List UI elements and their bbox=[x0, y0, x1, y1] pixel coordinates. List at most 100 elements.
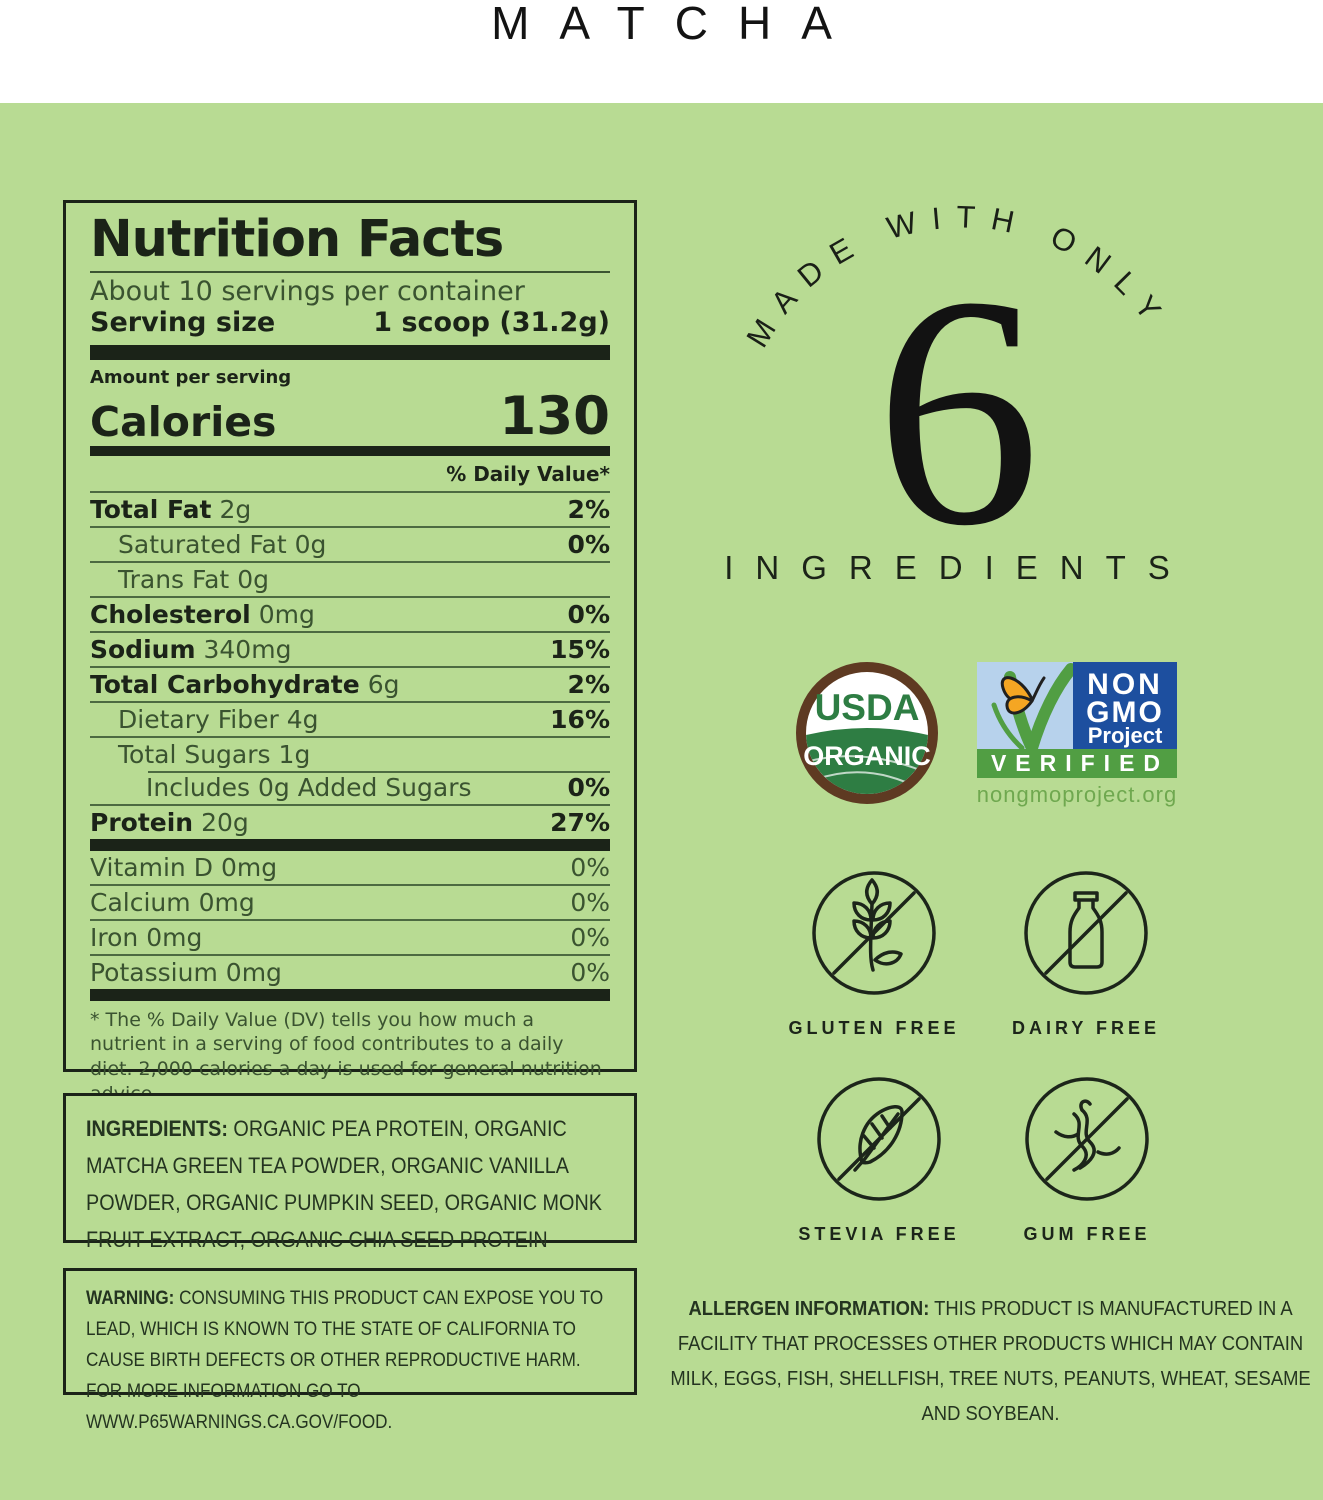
nutrient-amount: 0mg bbox=[198, 887, 255, 917]
nutrient-row: Protein 20g 27% bbox=[90, 803, 610, 839]
milk-bottle-icon bbox=[1024, 871, 1148, 995]
divider-bar bbox=[90, 988, 610, 1001]
nutrient-amount: 0mg bbox=[225, 957, 282, 987]
nutrient-dv: 0% bbox=[567, 529, 610, 559]
nongmo-line1: NON bbox=[1087, 668, 1163, 701]
brand-title: MATCHA bbox=[491, 0, 862, 49]
ingredients-label: INGREDIENTS: bbox=[86, 1116, 228, 1141]
nutrient-dv: 0% bbox=[567, 772, 610, 802]
nutrient-name: Potassium bbox=[90, 957, 218, 987]
nutrient-row: Dietary Fiber 4g 16% bbox=[90, 700, 610, 736]
wheat-icon bbox=[812, 871, 936, 995]
ingredients-box: INGREDIENTS: ORGANIC PEA PROTEIN, ORGANI… bbox=[63, 1093, 637, 1252]
nutrient-name: Saturated Fat bbox=[118, 529, 287, 559]
nutrient-dv: 0% bbox=[567, 599, 610, 629]
nutrient-row: Total Carbohydrate 6g 2% bbox=[90, 665, 610, 701]
nutrient-row: Saturated Fat 0g 0% bbox=[90, 525, 610, 561]
amount-per-serving: Amount per serving bbox=[90, 366, 292, 388]
nongmo-line3: Project bbox=[1088, 723, 1163, 748]
nutrient-dv: 2% bbox=[567, 669, 610, 699]
nongmo-url: nongmoproject.org bbox=[977, 782, 1177, 807]
ingredients-word: INGREDIENTS bbox=[724, 549, 1192, 586]
divider-bar bbox=[90, 344, 610, 360]
dairy-free-label: DAIRY FREE bbox=[1011, 1018, 1161, 1038]
serving-size-label: Serving size bbox=[90, 306, 276, 338]
nutrient-row: Includes 0g Added Sugars 0% bbox=[90, 770, 610, 804]
nutrient-name: Dietary Fiber bbox=[118, 704, 279, 734]
nutrient-name: Sodium bbox=[90, 634, 196, 664]
gluten-free-label: GLUTEN FREE bbox=[788, 1018, 960, 1038]
nutrient-amount: 4g bbox=[286, 704, 319, 734]
nutrient-row: Cholesterol 0mg 0% bbox=[90, 595, 610, 631]
usda-organic-badge: USDA ORGANIC bbox=[796, 662, 938, 804]
stevia-free-label: STEVIA FREE bbox=[798, 1224, 960, 1244]
nutrient-name: Vitamin D bbox=[90, 852, 213, 882]
nutrient-name: Total Sugars bbox=[118, 739, 271, 769]
calories-value: 130 bbox=[499, 385, 610, 447]
nutrient-amount: 0g bbox=[237, 564, 269, 594]
nutrient-row: Sodium 340mg 15% bbox=[90, 630, 610, 666]
nutrition-facts-panel: Nutrition Facts About 10 servings per co… bbox=[63, 200, 637, 1105]
nutrient-name: Calcium bbox=[90, 887, 191, 917]
nutrient-amount: 20g bbox=[201, 807, 249, 837]
nutrient-amount: 0g bbox=[294, 529, 327, 559]
serving-size-row: Serving size 1 scoop (31.2g) bbox=[90, 307, 610, 338]
vitamin-row: Iron 0mg 0% bbox=[90, 918, 610, 954]
nutrient-amount: 340mg bbox=[203, 634, 292, 664]
nutrient-dv: 27% bbox=[550, 807, 610, 837]
butterfly-icon bbox=[1000, 676, 1046, 715]
calories-label: Calories bbox=[90, 397, 277, 446]
nutrient-name: Trans Fat bbox=[118, 564, 230, 594]
warning-label: WARNING: bbox=[86, 1288, 175, 1309]
nutrient-row: Total Sugars 1g bbox=[90, 735, 610, 771]
made-with-arc: MADE WITH ONLY bbox=[739, 199, 1162, 353]
nutrient-amount: 0mg bbox=[146, 922, 203, 952]
nutrient-name: Total Carbohydrate bbox=[90, 669, 360, 699]
nutrient-amount: 1g bbox=[278, 739, 311, 769]
usda-text: USDA bbox=[815, 687, 920, 728]
nutrient-dv: 0% bbox=[570, 852, 610, 882]
nutrient-name: Iron bbox=[90, 922, 139, 952]
nutrient-amount: 0mg bbox=[258, 599, 315, 629]
non-gmo-badge: NON GMO Project VERIFIED nongmoproject.o… bbox=[977, 662, 1177, 807]
vitamin-row: Calcium 0mg 0% bbox=[90, 883, 610, 919]
warning-box: WARNING: CONSUMING THIS PRODUCT CAN EXPO… bbox=[63, 1268, 637, 1433]
nutrient-dv: 0% bbox=[570, 957, 610, 987]
nutrition-title: Nutrition Facts bbox=[90, 213, 610, 273]
ingredient-count: 6 bbox=[875, 229, 1041, 594]
gum-free-label: GUM FREE bbox=[1023, 1224, 1151, 1244]
vitamin-row: Potassium 0mg 0% bbox=[90, 953, 610, 989]
divider-bar bbox=[90, 445, 610, 456]
servings-per-container: About 10 servings per container bbox=[90, 275, 525, 307]
nongmo-verified-bar bbox=[977, 749, 1177, 778]
nutrient-name: Cholesterol bbox=[90, 599, 251, 629]
nutrient-amount: 0mg bbox=[220, 852, 278, 882]
gum-icon bbox=[1025, 1077, 1149, 1201]
nutrient-name: Protein bbox=[90, 807, 194, 837]
calories-row: Calories 130 bbox=[90, 390, 610, 443]
leaf-icon bbox=[817, 1077, 941, 1201]
nutrient-dv: 15% bbox=[550, 634, 610, 664]
nongmo-verified-text: VERIFIED bbox=[991, 750, 1169, 776]
nongmo-blue-box bbox=[1073, 662, 1177, 749]
allergen-label: ALLERGEN INFORMATION: bbox=[688, 1298, 930, 1320]
nutrient-row: Trans Fat 0g bbox=[90, 560, 610, 596]
nutrient-dv: 2% bbox=[567, 494, 610, 524]
divider-bar bbox=[90, 838, 610, 851]
nutrient-amount: 2g bbox=[219, 494, 252, 524]
daily-value-footnote: * The % Daily Value (DV) tells you how m… bbox=[90, 1008, 602, 1105]
nutrient-amount: 6g bbox=[367, 669, 400, 699]
nutrient-name: Total Fat bbox=[90, 494, 212, 524]
ingredients-text: ORGANIC PEA PROTEIN, ORGANIC MATCHA GREE… bbox=[86, 1116, 602, 1252]
nutrient-dv: 16% bbox=[550, 704, 610, 734]
allergen-text: THIS PRODUCT IS MANUFACTURED IN A FACILI… bbox=[670, 1298, 1312, 1425]
vitamin-row: Vitamin D 0mg 0% bbox=[90, 851, 610, 884]
nutrient-dv: 0% bbox=[570, 887, 610, 917]
usda-organic-text: ORGANIC bbox=[803, 741, 931, 771]
daily-value-header: % Daily Value* bbox=[446, 461, 610, 486]
nutrient-name: Includes 0g Added Sugars bbox=[146, 772, 472, 802]
allergen-info: ALLERGEN INFORMATION: THIS PRODUCT IS MA… bbox=[663, 1292, 1319, 1432]
warning-text: CONSUMING THIS PRODUCT CAN EXPOSE YOU TO… bbox=[86, 1288, 604, 1433]
nutrient-row: Total Fat 2g 2% bbox=[90, 490, 610, 526]
